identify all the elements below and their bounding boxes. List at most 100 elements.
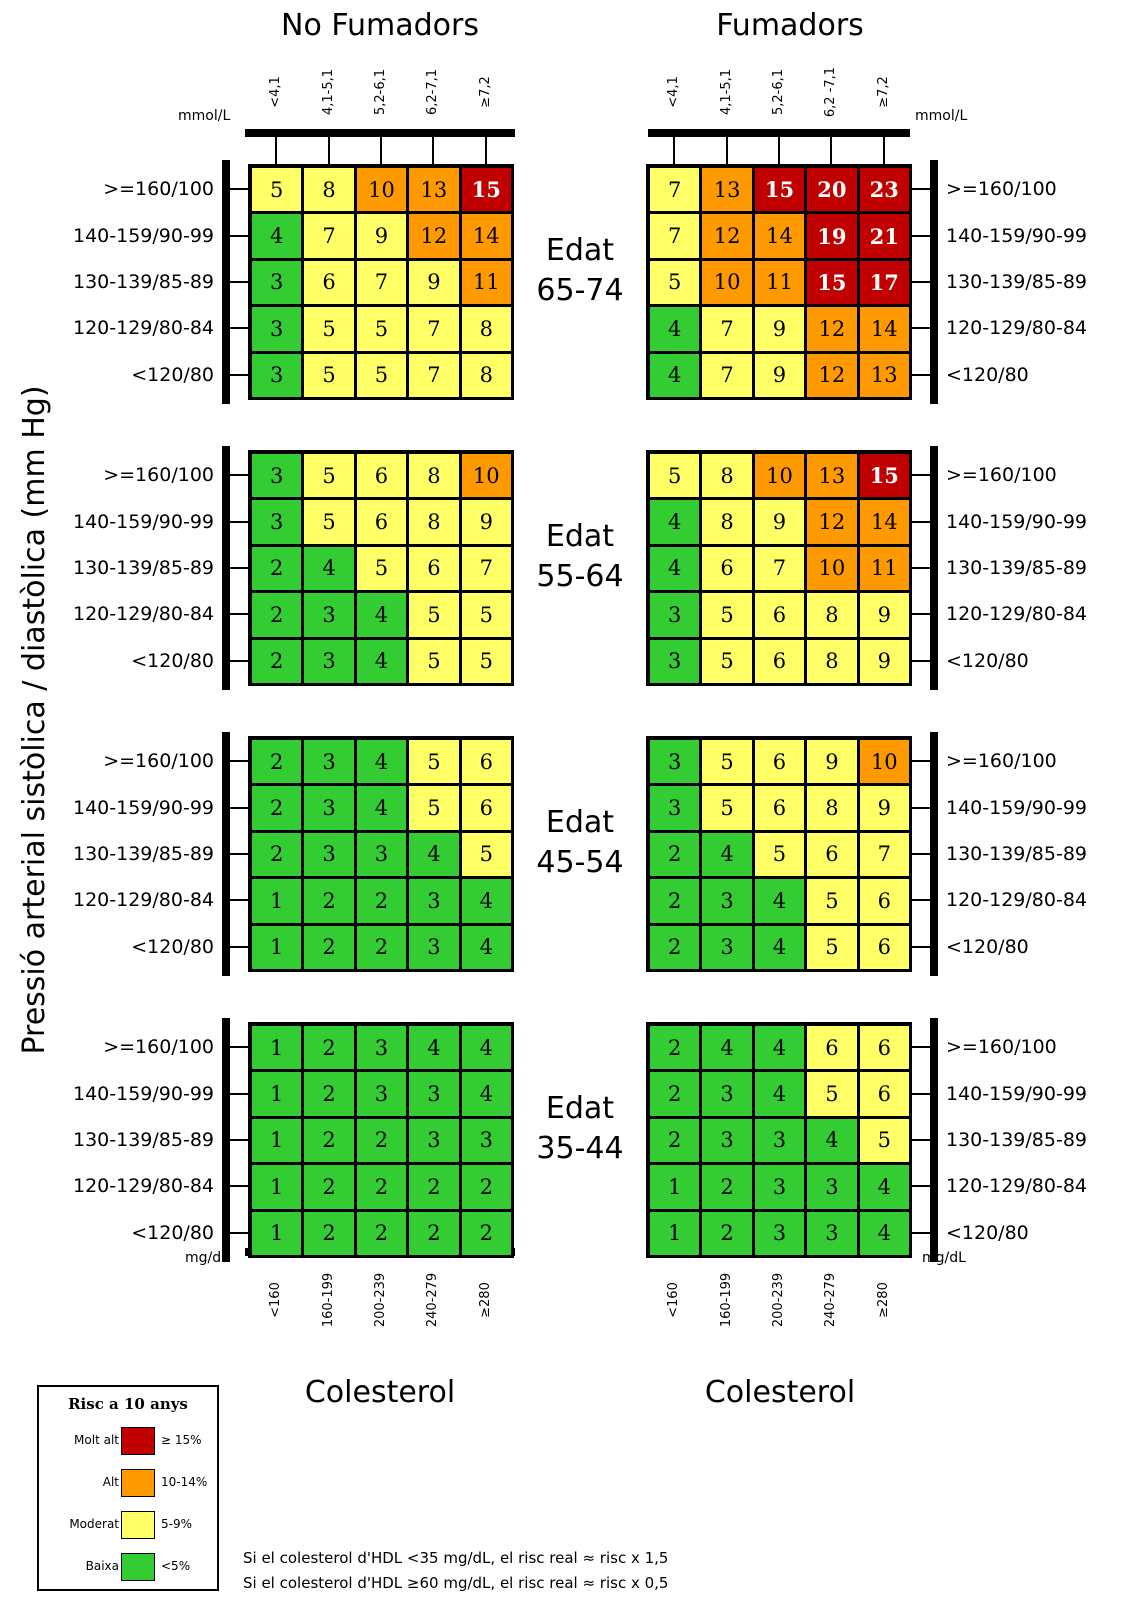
risk-cell: 8: [805, 784, 859, 832]
risk-cell: 14: [857, 305, 911, 353]
risk-cell: 6: [752, 784, 807, 832]
risk-cell: 8: [805, 591, 859, 639]
risk-cell: 20: [805, 166, 859, 214]
title-smokers: Fumadors: [716, 8, 864, 43]
col-header-mgdl: 240-279: [425, 1272, 441, 1328]
risk-cell: 5: [700, 738, 754, 786]
risk-cell: 8: [805, 637, 859, 685]
risk-cell: 7: [459, 544, 513, 593]
axis-tick: [230, 945, 248, 948]
axis-tick: [912, 806, 930, 809]
bp-row-label-left: <120/80: [131, 363, 214, 386]
legend-title: Risc a 10 anys: [68, 1395, 188, 1413]
risk-cell: 9: [354, 212, 409, 260]
col-header-mmol: 4,1-5,1: [718, 68, 734, 116]
risk-cell: 5: [805, 877, 859, 925]
axis-tick: [912, 327, 930, 330]
risk-cell: 6: [857, 1024, 911, 1072]
risk-cell: 12: [805, 305, 859, 353]
bp-row-label-right: 120-129/80-84: [946, 1175, 1087, 1198]
risk-cell: 2: [459, 1163, 513, 1211]
risk-cell: 9: [857, 637, 911, 685]
risk-cell: 15: [857, 452, 911, 500]
age-word: Edat: [545, 1091, 615, 1126]
risk-cell: 3: [407, 1116, 461, 1165]
risk-cell: 12: [700, 212, 754, 260]
risk-cell: 2: [302, 1070, 356, 1118]
risk-cell: 8: [700, 452, 754, 500]
bp-row-label-right: 140-159/90-99: [946, 1082, 1087, 1105]
risk-cell: 9: [752, 305, 807, 353]
risk-cell: 6: [700, 544, 754, 593]
risk-cell: 11: [752, 258, 807, 307]
bp-row-label-right: 130-139/85-89: [946, 843, 1087, 865]
risk-cell: 1: [250, 1163, 304, 1211]
risk-cell: 1: [648, 1163, 702, 1211]
bp-row-label-left: 130-139/85-89: [73, 1129, 214, 1151]
bp-row-label-right: >=160/100: [946, 464, 1057, 487]
risk-cell: 4: [857, 1163, 911, 1211]
bp-row-label-right: <120/80: [946, 363, 1029, 386]
legend-item-range: 5-9%: [161, 1517, 193, 1531]
risk-cell: 14: [752, 212, 807, 260]
risk-cell: 2: [407, 1163, 461, 1211]
risk-cell: 1: [250, 877, 304, 925]
risk-cell: 7: [407, 351, 461, 399]
risk-cell: 3: [302, 637, 356, 685]
axis-tick: [230, 760, 248, 763]
risk-cell: 5: [407, 637, 461, 685]
risk-cell: 5: [805, 923, 859, 971]
risk-cell: 15: [805, 258, 859, 307]
legend-item-label: Moderat: [69, 1517, 119, 1531]
axis-tick: [830, 137, 833, 166]
risk-cell: 21: [857, 212, 911, 260]
risk-cell: 5: [648, 452, 702, 500]
bp-row-label-right: 140-159/90-99: [946, 224, 1087, 247]
risk-cell: 3: [354, 1024, 409, 1072]
risk-cell: 3: [805, 1209, 859, 1257]
bp-row-label-left: >=160/100: [103, 750, 214, 773]
risk-cell: 3: [302, 784, 356, 832]
risk-cell: 2: [302, 877, 356, 925]
age-word: Edat: [545, 519, 615, 554]
legend-swatch: [121, 1469, 155, 1497]
risk-cell: 3: [459, 1116, 513, 1165]
risk-cell: 3: [805, 1163, 859, 1211]
axis-tick: [912, 474, 930, 477]
risk-cell: 1: [250, 923, 304, 971]
risk-cell: 2: [250, 591, 304, 639]
risk-cell: 2: [459, 1209, 513, 1257]
legend-swatch: [121, 1427, 155, 1455]
risk-cell: 4: [459, 1024, 513, 1072]
axis-tick: [230, 520, 248, 523]
col-header-mgdl: <160: [268, 1282, 284, 1318]
y-axis-label: Pressió arterial sistòlica / diastòlica …: [17, 385, 52, 1055]
risk-grid-smoker-55-64: [646, 450, 912, 686]
axis-tick: [230, 899, 248, 902]
risk-cell: 17: [857, 258, 911, 307]
bp-row-label-left: 140-159/90-99: [73, 510, 214, 533]
risk-cell: 2: [354, 1163, 409, 1211]
legend-swatch: [121, 1511, 155, 1539]
axis-tick: [432, 137, 435, 166]
risk-cell: 2: [250, 738, 304, 786]
top-axis-bar-left: [245, 129, 515, 137]
risk-cell: 8: [302, 166, 356, 214]
col-header-mgdl: 160-199: [718, 1272, 734, 1328]
risk-cell: 2: [700, 1163, 754, 1211]
axis-tick: [275, 137, 278, 166]
axis-tick: [230, 234, 248, 237]
risk-cell: 7: [648, 212, 702, 260]
bp-row-label-left: <120/80: [131, 935, 214, 958]
age-range: 65-74: [536, 273, 624, 308]
risk-cell: 10: [857, 738, 911, 786]
risk-cell: 3: [354, 1070, 409, 1118]
risk-cell: 4: [648, 351, 702, 399]
risk-cell: 10: [700, 258, 754, 307]
axis-tick: [230, 474, 248, 477]
risk-cell: 3: [250, 351, 304, 399]
risk-cell: 5: [407, 738, 461, 786]
axis-tick: [484, 137, 487, 166]
risk-cell: 9: [459, 498, 513, 546]
bp-row-label-left: 120-129/80-84: [73, 1175, 214, 1198]
